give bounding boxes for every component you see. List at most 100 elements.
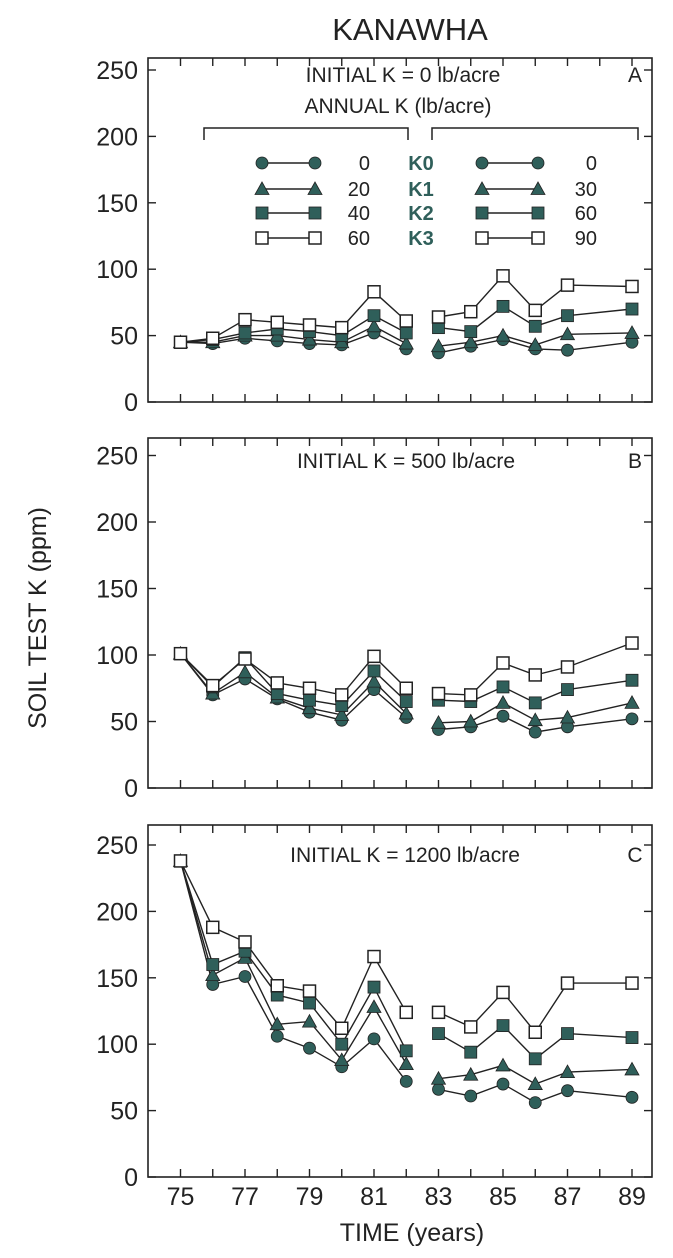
data-point-k3 (496, 656, 510, 670)
data-point-k1 (430, 1070, 447, 1085)
panel-a-plot (172, 269, 640, 360)
data-point-k1 (559, 326, 576, 341)
panel-c: INITIAL K = 1200 lb/acre C 0 50 100 150 200 2… (96, 824, 653, 1192)
legend: ANNUAL K (lb/acre) 0 K0 0 20 K1 30 40 K2 60 60 K3 9… (203, 95, 639, 250)
data-point-k2 (496, 299, 510, 313)
data-point-k0 (432, 1082, 445, 1096)
y-tick-label: 0 (124, 775, 138, 803)
data-point-k3 (560, 976, 575, 990)
legend-left-value: 60 (348, 228, 370, 250)
y-tick-label: 50 (110, 709, 138, 737)
data-point-k1 (398, 705, 414, 720)
data-point-k3 (528, 1025, 542, 1039)
legend-code: K0 (408, 153, 434, 175)
data-point-k3 (238, 312, 252, 327)
y-tick-label: 50 (110, 1098, 138, 1126)
legend-right-value: 30 (575, 179, 597, 201)
panel-c-letter: C (627, 844, 642, 867)
legend-marker (254, 181, 270, 195)
y-tick-label: 200 (96, 123, 138, 151)
data-point-k2 (464, 1045, 478, 1059)
data-point-k3 (302, 681, 317, 695)
data-point-k3 (464, 1020, 478, 1034)
legend-rows: 0 K0 0 20 K1 30 40 K2 60 60 K3 90 (254, 153, 597, 250)
panel-c-ticks: 0 50 100 150 200 250 (96, 825, 652, 1192)
legend-left-value: 40 (348, 203, 370, 225)
data-point-k1 (559, 709, 576, 724)
x-tick-label: 75 (167, 1183, 195, 1211)
data-point-k2 (399, 326, 413, 340)
legend-right-value: 60 (575, 203, 597, 225)
panel-a-frame (147, 57, 653, 403)
data-point-k2 (399, 1044, 413, 1058)
data-point-k3 (206, 920, 220, 935)
data-point-k2 (496, 680, 510, 694)
data-point-k3 (206, 678, 220, 693)
y-tick-label: 100 (96, 1031, 138, 1059)
legend-marker (474, 181, 490, 195)
series-line-k1 (179, 860, 407, 1065)
data-point-k3 (431, 686, 446, 701)
data-point-k3 (238, 652, 252, 666)
panel-b-frame (147, 437, 653, 789)
data-point-k3 (173, 854, 188, 868)
data-point-k1 (430, 338, 447, 353)
data-point-k3 (399, 681, 413, 695)
data-point-k2 (528, 319, 542, 333)
legend-bracket-right (431, 127, 639, 140)
data-point-k3 (560, 660, 575, 674)
data-point-k3 (625, 279, 639, 294)
y-tick-label: 150 (96, 576, 138, 604)
series-line-k1 (438, 702, 633, 724)
data-point-k2 (335, 1037, 349, 1051)
data-point-k2 (528, 696, 542, 710)
data-point-k3 (302, 318, 317, 332)
data-point-k0 (367, 1032, 381, 1046)
legend-left-value: 0 (359, 153, 370, 175)
data-point-k2 (399, 695, 413, 708)
data-point-k3 (464, 688, 478, 702)
data-point-k0 (625, 712, 639, 726)
data-point-k3 (335, 320, 349, 335)
data-point-k0 (496, 709, 510, 723)
data-point-k3 (625, 636, 639, 650)
legend-marker (255, 231, 269, 245)
data-point-k3 (625, 976, 639, 990)
y-tick-label: 100 (96, 642, 138, 670)
legend-marker (475, 231, 489, 245)
data-point-k3 (496, 985, 510, 1000)
data-point-k3 (302, 984, 317, 998)
legend-bracket-left (203, 127, 409, 140)
data-point-k1 (366, 673, 382, 688)
data-point-k1 (430, 715, 447, 729)
data-point-k1 (269, 1016, 285, 1031)
data-point-k1 (205, 967, 221, 982)
data-point-k0 (399, 1074, 413, 1088)
legend-marker (531, 206, 545, 220)
data-point-k1 (495, 1057, 511, 1072)
data-point-k2 (561, 683, 574, 696)
data-point-k3 (270, 979, 284, 993)
legend-marker (308, 206, 322, 220)
data-point-k1 (398, 335, 414, 350)
data-point-k0 (270, 1029, 284, 1043)
y-tick-label: 200 (96, 509, 138, 537)
data-point-k2 (303, 996, 316, 1010)
data-point-k2 (496, 1019, 510, 1033)
panel-b-annotation: INITIAL K = 500 lb/acre (297, 450, 515, 473)
data-point-k3 (431, 1005, 446, 1020)
data-point-k3 (270, 676, 284, 690)
x-tick-labels: 75 77 79 81 83 85 87 89 (167, 1183, 646, 1211)
x-tick-label: 81 (360, 1183, 388, 1211)
data-point-k1 (301, 331, 318, 346)
x-tick-label: 77 (231, 1183, 259, 1211)
data-point-k1 (624, 325, 640, 339)
legend-marker (475, 206, 489, 220)
data-point-k2 (561, 1027, 574, 1040)
data-point-k2 (464, 325, 478, 339)
data-point-k1 (527, 1076, 543, 1090)
data-point-k0 (561, 343, 574, 357)
y-tick-label: 100 (96, 256, 138, 284)
data-point-k2 (238, 326, 252, 340)
